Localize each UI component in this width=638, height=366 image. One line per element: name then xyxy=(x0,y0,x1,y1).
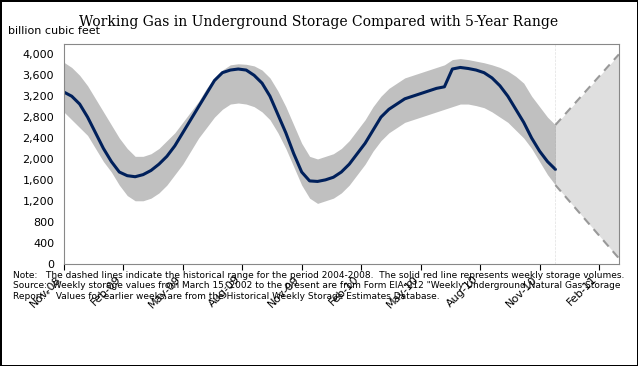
Text: Note:   The dashed lines indicate the historical range for the period 2004-2008.: Note: The dashed lines indicate the hist… xyxy=(13,271,627,300)
Text: Working Gas in Underground Storage Compared with 5-Year Range: Working Gas in Underground Storage Compa… xyxy=(80,15,558,29)
Text: billion cubic feet: billion cubic feet xyxy=(8,26,100,36)
